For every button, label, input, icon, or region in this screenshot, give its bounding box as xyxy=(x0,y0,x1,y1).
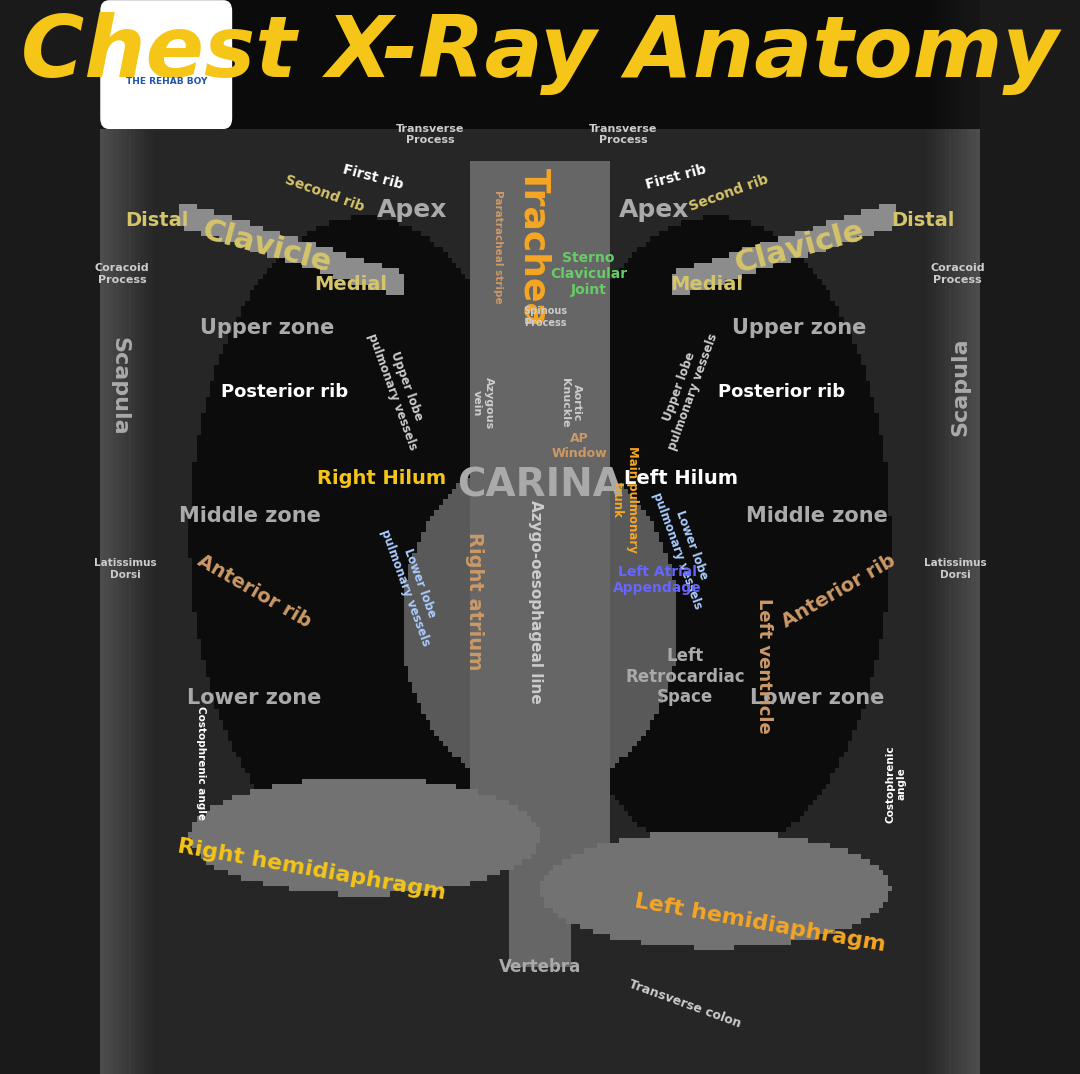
Text: Latissimus
Dorsi: Latissimus Dorsi xyxy=(94,558,157,580)
Text: CARINA: CARINA xyxy=(457,466,623,505)
Text: THE REHAB BOY: THE REHAB BOY xyxy=(125,77,207,86)
Text: Scapula: Scapula xyxy=(950,337,971,436)
Text: Lower lobe
pulmonary vessels: Lower lobe pulmonary vessels xyxy=(378,523,447,648)
Text: Middle zone: Middle zone xyxy=(746,506,888,525)
Text: Apex: Apex xyxy=(377,198,447,221)
Text: Distal: Distal xyxy=(125,211,189,230)
Text: AP
Window: AP Window xyxy=(552,432,607,460)
Text: Medial: Medial xyxy=(671,275,744,294)
Text: Right Hilum: Right Hilum xyxy=(318,468,446,488)
Text: First rib: First rib xyxy=(645,162,708,192)
Text: Chest X-Ray Anatomy: Chest X-Ray Anatomy xyxy=(22,12,1058,96)
Text: Azygo-oesophageal line: Azygo-oesophageal line xyxy=(528,499,543,703)
Text: Apex: Apex xyxy=(619,198,689,221)
FancyBboxPatch shape xyxy=(100,0,232,129)
Text: Costophrenic angle: Costophrenic angle xyxy=(197,706,206,819)
Text: Anterior rib: Anterior rib xyxy=(194,551,314,632)
Text: Clavicle: Clavicle xyxy=(200,216,335,278)
Text: Upper zone: Upper zone xyxy=(200,318,335,337)
Text: Azygous
vein: Azygous vein xyxy=(472,377,494,429)
Text: Aortic
Knuckle: Aortic Knuckle xyxy=(561,378,582,427)
Text: Transverse colon: Transverse colon xyxy=(627,977,743,1031)
Text: Left
Retrocardiac
Space: Left Retrocardiac Space xyxy=(625,647,745,707)
Text: Main pulmonary
trunk: Main pulmonary trunk xyxy=(611,446,639,553)
Text: Transverse
Process: Transverse Process xyxy=(590,124,658,145)
Text: Lower lobe
pulmonary vessels: Lower lobe pulmonary vessels xyxy=(650,485,718,611)
Text: Right atrium: Right atrium xyxy=(464,533,484,670)
Text: Coracoid
Process: Coracoid Process xyxy=(95,263,149,285)
Text: Left Hilum: Left Hilum xyxy=(624,468,738,488)
Text: Lower zone: Lower zone xyxy=(187,688,322,708)
Text: Upper zone: Upper zone xyxy=(732,318,866,337)
Text: Vertebra: Vertebra xyxy=(499,958,581,975)
Text: Trachea: Trachea xyxy=(517,168,552,326)
Text: Coracoid
Process: Coracoid Process xyxy=(931,263,985,285)
Text: Middle zone: Middle zone xyxy=(179,506,321,525)
Text: Posterior rib: Posterior rib xyxy=(718,383,846,401)
Text: Paratracheal stripe: Paratracheal stripe xyxy=(492,190,503,304)
Text: Anterior rib: Anterior rib xyxy=(779,551,900,632)
Text: Posterior rib: Posterior rib xyxy=(221,383,349,401)
Text: Right hemidiaphragm: Right hemidiaphragm xyxy=(176,837,447,903)
Text: Sterno
Clavicular
Joint: Sterno Clavicular Joint xyxy=(550,251,626,297)
Text: Scapula: Scapula xyxy=(109,337,130,436)
Text: Costophrenic
angle: Costophrenic angle xyxy=(886,745,907,823)
Text: Lower zone: Lower zone xyxy=(750,688,885,708)
Text: Left Atrial
Appendage: Left Atrial Appendage xyxy=(612,565,701,595)
Text: Left hemidiaphragm: Left hemidiaphragm xyxy=(633,891,887,956)
Text: Upper lobe
pulmonary vessels: Upper lobe pulmonary vessels xyxy=(365,326,433,452)
Text: Clavicle: Clavicle xyxy=(731,216,867,278)
Text: Transverse
Process: Transverse Process xyxy=(396,124,464,145)
Text: Upper lobe
pulmonary vessels: Upper lobe pulmonary vessels xyxy=(651,326,720,452)
Text: Spinous
Process: Spinous Process xyxy=(523,306,567,328)
Text: Distal: Distal xyxy=(891,211,955,230)
Text: Left ventricle: Left ventricle xyxy=(755,598,773,734)
Text: Medial: Medial xyxy=(314,275,388,294)
Text: First rib: First rib xyxy=(341,162,405,192)
Text: Latissimus
Dorsi: Latissimus Dorsi xyxy=(923,558,986,580)
Text: Second rib: Second rib xyxy=(688,173,771,215)
Text: Second rib: Second rib xyxy=(283,173,366,215)
